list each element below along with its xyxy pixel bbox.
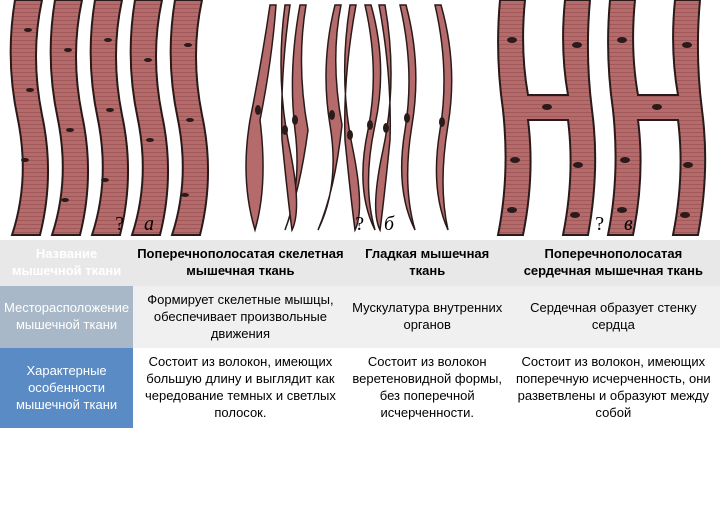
c-1-1: Поперечнополосатая скелетная мышечная тк…	[133, 240, 348, 286]
smooth-tissue-svg	[240, 0, 480, 240]
rowlabel-1: Название мышечной ткани	[0, 240, 133, 286]
c-2-2: Мускулатура внутренних органов	[348, 286, 507, 349]
c-2-1: Формирует скелетные мышцы, обеспечивает …	[133, 286, 348, 349]
cardiac-tissue-svg	[480, 0, 720, 240]
row-location: Месторасположение мышечной ткани Формиру…	[0, 286, 720, 349]
q-a: ?	[115, 213, 124, 236]
c-1-2: Гладкая мышечная ткань	[348, 240, 507, 286]
c-1-3: Поперечнополосатая сердечная мышечная тк…	[507, 240, 720, 286]
c-3-1: Состоит из волокон, имеющих большую длин…	[133, 348, 348, 428]
q-b: ?	[355, 213, 364, 236]
row-name: Название мышечной ткани Поперечнополосат…	[0, 240, 720, 286]
c-3-3: Состоит из волокон, имеющих поперечную и…	[507, 348, 720, 428]
rowlabel-3: Характерные особенности мышечной ткани	[0, 348, 133, 428]
label-c: в	[624, 213, 633, 236]
panel-b: ? б	[240, 0, 480, 240]
panel-a: ? а	[0, 0, 240, 240]
c-2-3: Сердечная образует стенку сердца	[507, 286, 720, 349]
label-a: а	[144, 213, 154, 236]
skeletal-tissue-svg	[0, 0, 240, 240]
tissue-table: Название мышечной ткани Поперечнополосат…	[0, 240, 720, 428]
panel-c: ? в	[480, 0, 720, 240]
c-3-2: Состоит из волокон веретеновидной формы,…	[348, 348, 507, 428]
tissue-diagram: ? а ? б	[0, 0, 720, 240]
row-features: Характерные особенности мышечной ткани С…	[0, 348, 720, 428]
q-c: ?	[595, 213, 604, 236]
rowlabel-2: Месторасположение мышечной ткани	[0, 286, 133, 349]
label-b: б	[384, 213, 394, 236]
